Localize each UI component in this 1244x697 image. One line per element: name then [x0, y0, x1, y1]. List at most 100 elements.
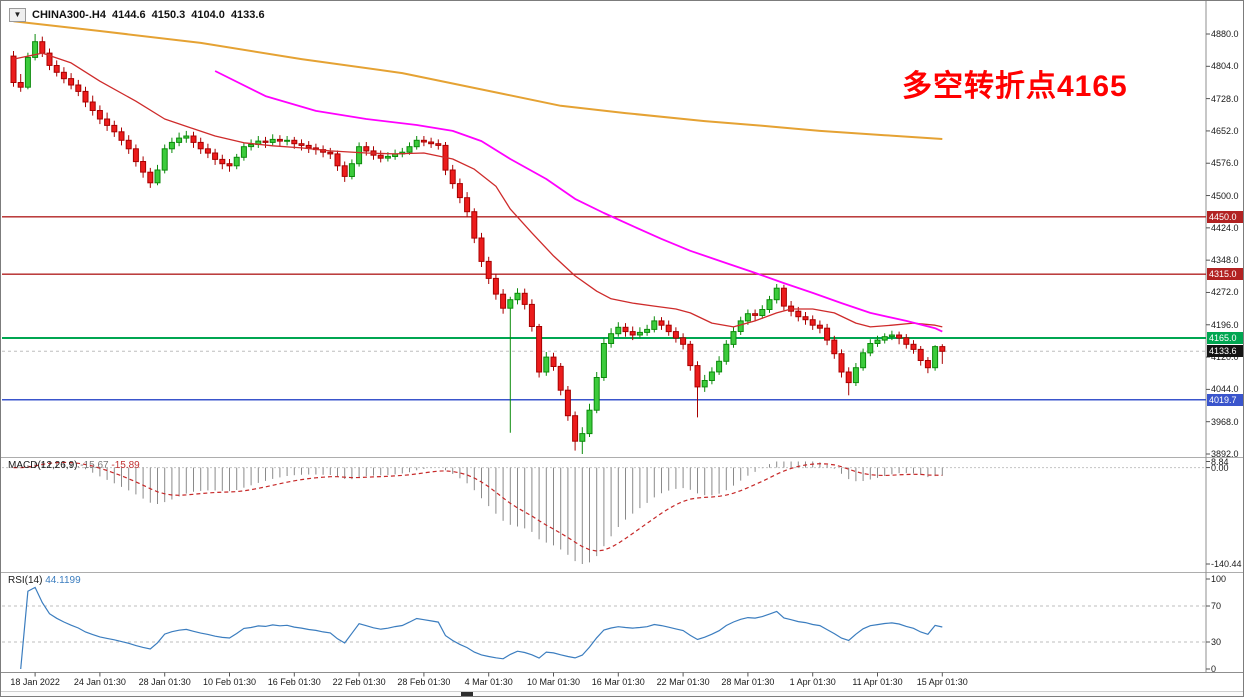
candle — [924, 360, 931, 369]
candle — [608, 333, 615, 345]
candle — [96, 110, 103, 120]
candle — [723, 343, 730, 362]
candle — [737, 320, 744, 332]
rsi-axis-label: 0 — [1211, 664, 1217, 674]
candle — [766, 299, 773, 311]
rsi-value: 44.1199 — [45, 575, 81, 586]
candle — [456, 183, 463, 199]
candle — [298, 143, 305, 146]
symbol-dropdown-button[interactable]: ▼ — [9, 8, 26, 22]
candle — [579, 433, 586, 442]
macd-signal-value: -15.89 — [111, 460, 140, 471]
candle — [759, 309, 766, 316]
candle — [903, 337, 910, 345]
candle — [593, 377, 600, 411]
candle — [716, 360, 723, 373]
candle — [89, 101, 96, 111]
bid-price-badge: 4133.6 — [1207, 345, 1243, 358]
ma-red-line — [13, 52, 943, 328]
candle — [118, 131, 125, 141]
candle — [233, 156, 240, 167]
candle — [82, 90, 89, 103]
rsi-line — [20, 586, 943, 670]
time-axis-label: 22 Feb 01:30 — [332, 677, 386, 687]
price-axis-label: 4272.0 — [1211, 287, 1239, 298]
candle — [687, 343, 694, 367]
horizontal-scrollbar[interactable] — [2, 692, 1243, 696]
candle — [622, 326, 629, 333]
candle — [665, 324, 672, 333]
candle — [154, 169, 161, 184]
macd-axis-label: 0.00 — [1211, 462, 1229, 473]
candle — [111, 124, 118, 133]
candle — [60, 71, 67, 80]
candle — [795, 310, 802, 318]
price-axis-label: 4500.0 — [1211, 190, 1239, 201]
time-axis-label: 16 Feb 01:30 — [267, 677, 321, 687]
candle — [514, 292, 521, 301]
symbol-period-label: CHINA300-.H4 — [32, 9, 106, 21]
macd-name: MACD(12,26,9) — [8, 460, 78, 471]
low-value: 4104.0 — [191, 9, 225, 21]
candle — [190, 135, 197, 143]
price-axis-label: 4348.0 — [1211, 255, 1239, 266]
candle — [752, 313, 759, 316]
candle — [269, 138, 276, 143]
candle — [334, 153, 341, 167]
candle — [53, 65, 60, 73]
candle — [939, 346, 946, 352]
candle — [197, 141, 204, 150]
time-axis-label: 10 Mar 01:30 — [526, 677, 581, 687]
candle — [420, 139, 427, 143]
candle — [284, 139, 291, 142]
candle — [219, 158, 226, 165]
candle — [730, 331, 737, 345]
candle — [212, 152, 219, 160]
candle — [24, 56, 31, 88]
candle — [104, 118, 111, 126]
candle — [471, 211, 478, 239]
candle — [528, 303, 535, 327]
time-axis-label: 16 Mar 01:30 — [591, 677, 645, 687]
candle — [615, 326, 622, 335]
time-axis-label: 24 Jan 01:30 — [73, 677, 126, 687]
candle — [572, 415, 579, 442]
price-level-lines — [2, 216, 1206, 401]
candle — [46, 52, 53, 66]
candle — [867, 343, 874, 354]
time-axis-label: 22 Mar 01:30 — [656, 677, 710, 687]
candle — [507, 299, 514, 309]
candle — [658, 320, 665, 326]
candle — [240, 146, 247, 158]
candle — [708, 371, 715, 381]
price-badge-4315.0: 4315.0 — [1207, 268, 1243, 281]
time-axis-label: 28 Feb 01:30 — [397, 677, 451, 687]
chart-title: ▼ CHINA300-.H4 4144.6 4150.3 4104.0 4133… — [9, 8, 265, 22]
candle — [651, 320, 658, 330]
time-axis-label: 18 Jan 2022 — [10, 677, 60, 687]
candle — [327, 151, 334, 155]
candle — [680, 337, 687, 345]
open-value: 4144.6 — [111, 9, 146, 21]
candle — [543, 356, 550, 373]
candle — [701, 380, 708, 388]
macd-main-value: -15.67 — [80, 460, 109, 471]
candle — [550, 356, 557, 368]
price-badge-4165.0: 4165.0 — [1207, 331, 1243, 344]
macd-signal-line — [13, 461, 943, 552]
price-axis-label: 4196.0 — [1211, 319, 1239, 330]
candle — [68, 78, 75, 86]
candle — [39, 41, 46, 54]
candle — [780, 287, 787, 307]
ma-orange-line — [13, 20, 943, 140]
candle — [629, 331, 636, 336]
candle — [816, 324, 823, 329]
time-axis-label: 10 Feb 01:30 — [202, 677, 257, 687]
price-axis-label: 4804.0 — [1211, 61, 1239, 72]
scrollbar-thumb[interactable] — [461, 692, 473, 696]
candle — [492, 277, 499, 295]
candle — [248, 144, 255, 148]
candle — [161, 148, 168, 171]
price-badge-4450.0: 4450.0 — [1207, 210, 1243, 223]
